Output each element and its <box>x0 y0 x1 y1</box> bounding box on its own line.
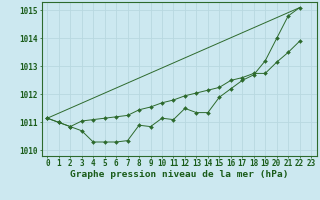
X-axis label: Graphe pression niveau de la mer (hPa): Graphe pression niveau de la mer (hPa) <box>70 170 288 179</box>
